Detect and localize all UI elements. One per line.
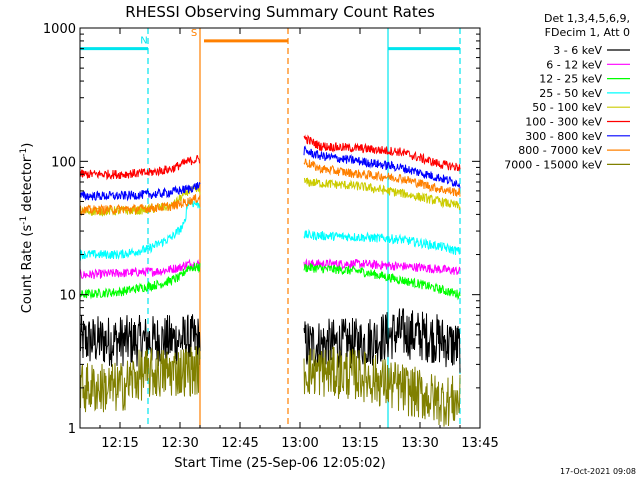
x-tick-label: 13:15	[341, 436, 378, 451]
series-trace-6	[79, 182, 201, 202]
y-axis: 1 10 100 1000	[43, 22, 480, 437]
series-trace-5	[79, 155, 201, 181]
series-trace-0	[303, 308, 461, 373]
y-tick-label: 1	[68, 422, 76, 437]
series-trace-2	[303, 263, 461, 301]
chart-title: RHESSI Observing Summary Count Rates	[125, 3, 435, 21]
series-trace-1	[303, 258, 461, 275]
x-axis-label: Start Time (25-Sep-06 12:05:02)	[174, 456, 385, 471]
plot-content: NS	[79, 28, 461, 428]
legend-label-1: 6 - 12 keV	[546, 58, 602, 71]
series-trace-3	[79, 199, 201, 261]
x-tick-label: 12:45	[221, 436, 258, 451]
legend-label-8: 7000 - 15000 keV	[504, 158, 602, 171]
flag-label-N: N	[140, 36, 147, 47]
series-trace-6	[303, 145, 461, 189]
series-trace-7	[303, 158, 461, 197]
timestamp: 17-Oct-2021 09:08	[560, 467, 636, 476]
series-trace-3	[303, 228, 461, 256]
legend-label-0: 3 - 6 keV	[553, 44, 602, 57]
series-trace-8	[303, 346, 461, 427]
legend-header-line-1: Det 1,3,4,5,6,9,	[544, 12, 630, 25]
series-trace-8	[79, 346, 201, 413]
y-tick-label: 1000	[43, 22, 76, 37]
x-tick-label: 12:30	[161, 436, 198, 451]
legend-label-2: 12 - 25 keV	[539, 73, 602, 86]
legend-label-7: 800 - 7000 keV	[518, 144, 602, 157]
legend-label-5: 100 - 300 keV	[525, 116, 602, 129]
series-trace-2	[79, 262, 201, 300]
x-axis: 12:15 12:30 12:45 13:00 13:15 13:30 13:45	[79, 28, 499, 451]
y-tick-label: 100	[51, 155, 76, 170]
x-tick-label: 13:45	[461, 436, 498, 451]
flag-label-S: S	[191, 28, 197, 39]
x-tick-label: 12:15	[101, 436, 138, 451]
series-trace-0	[79, 314, 201, 367]
x-tick-label: 13:30	[401, 436, 438, 451]
y-tick-label: 10	[59, 289, 76, 304]
series-trace-4	[303, 177, 461, 211]
series-trace-1	[79, 258, 201, 280]
legend-label-4: 50 - 100 keV	[532, 101, 602, 114]
legend-label-6: 300 - 800 keV	[525, 130, 602, 143]
legend-header-line-2: FDecim 1, Att 0	[545, 26, 630, 39]
legend-label-3: 25 - 50 keV	[539, 87, 602, 100]
series-trace-7	[79, 194, 201, 217]
x-tick-label: 13:00	[281, 436, 318, 451]
y-axis-label: Count Rate (s-1 detector-1)	[19, 143, 35, 314]
series-trace-5	[303, 134, 461, 172]
